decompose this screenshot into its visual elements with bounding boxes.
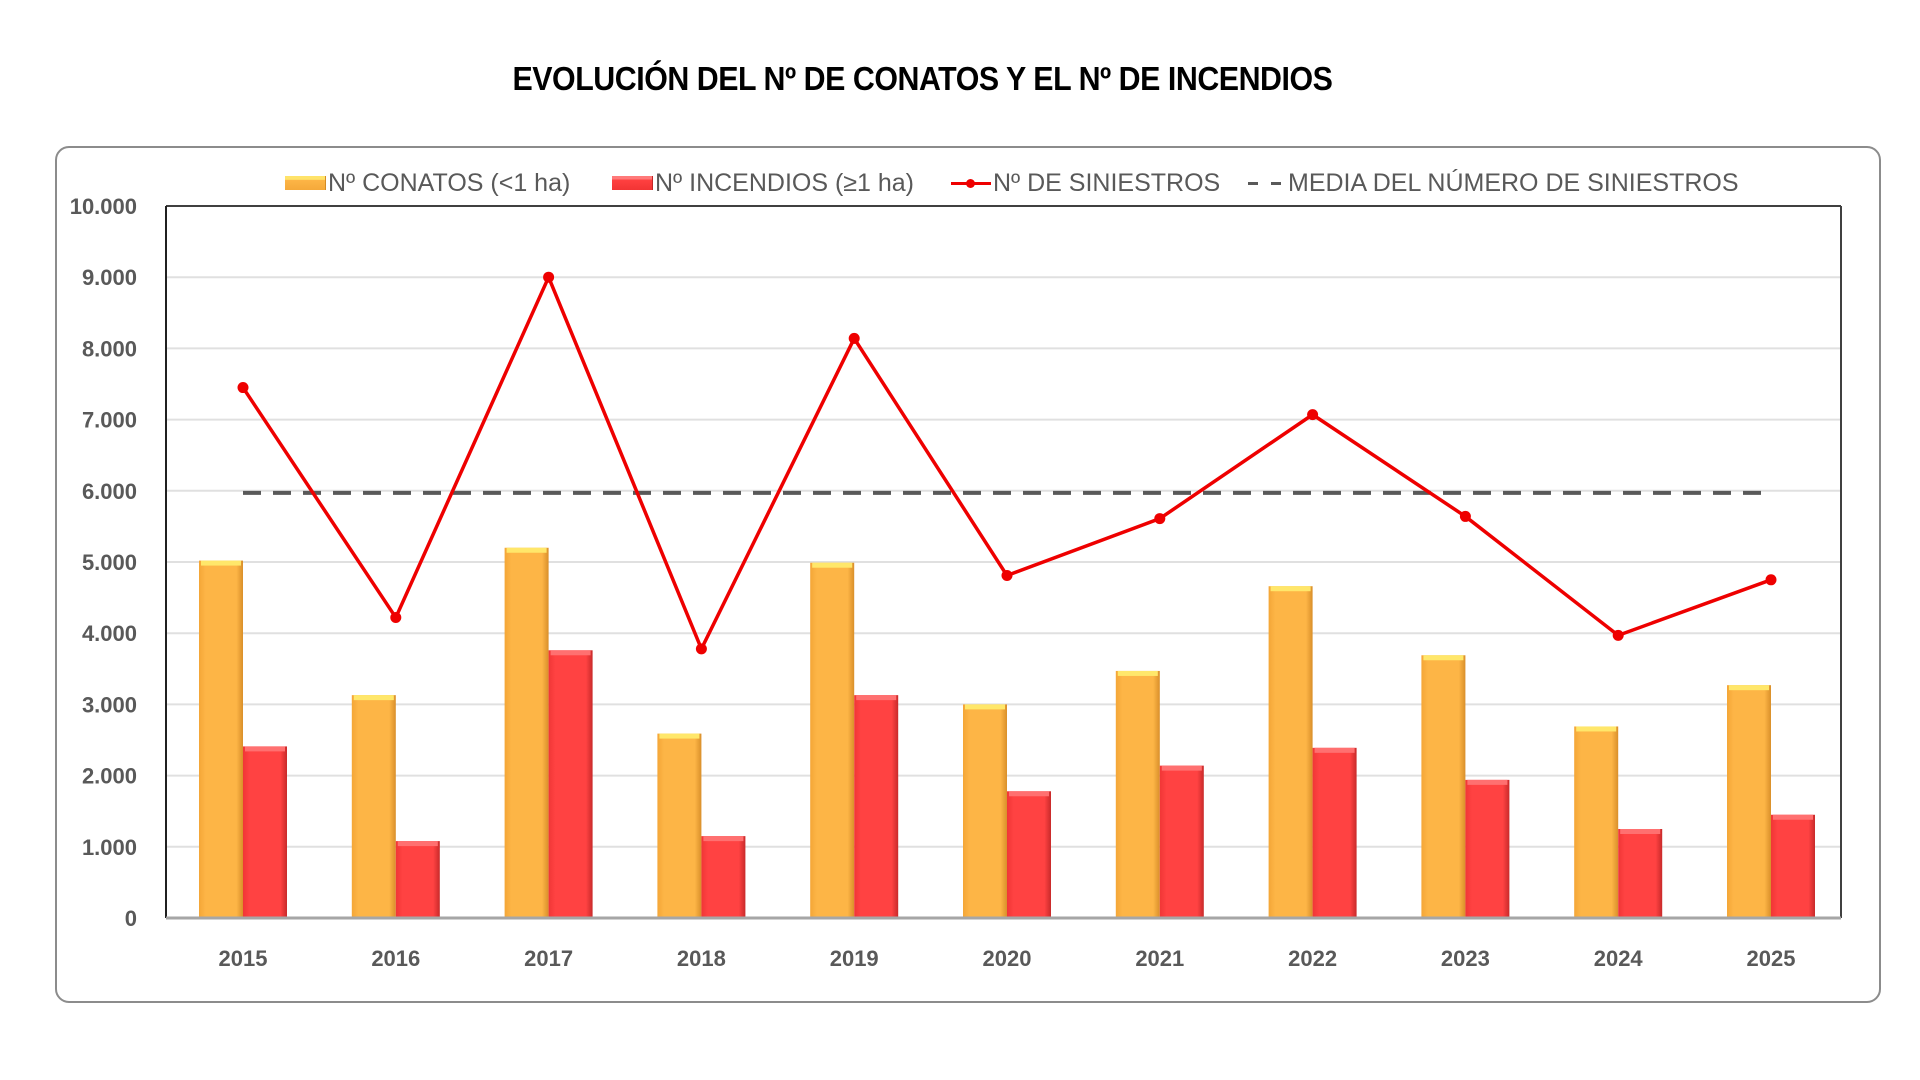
y-tick-label: 7.000 [82,408,137,433]
bar-conatos[interactable] [504,547,549,918]
y-tick-label: 6.000 [82,479,137,504]
siniestros-point[interactable] [390,612,402,624]
bar-conatos[interactable] [1727,685,1771,918]
bar-conatos-top-highlight [965,704,1005,710]
legend-item-incendios[interactable]: Nº INCENDIOS (≥1 ha) [612,166,914,200]
bar-conatos[interactable] [657,733,702,918]
siniestros-point[interactable] [1154,513,1166,525]
siniestros-point[interactable] [1612,629,1624,641]
siniestros-point[interactable] [543,271,555,283]
legend-item-media[interactable]: MEDIA DEL NÚMERO DE SINIESTROS [1246,166,1739,200]
x-tick-label: 2025 [1747,946,1796,971]
chart-frame [55,146,1881,1003]
legend-line-marker-icon [951,176,991,190]
bar-incendios[interactable] [1007,791,1051,918]
y-tick-label: 1.000 [82,835,137,860]
y-tick-label: 4.000 [82,621,137,646]
bar-incendios[interactable] [701,836,746,918]
bar-incendios[interactable] [548,650,593,918]
x-tick-label: 2017 [524,946,573,971]
bar-conatos-top-highlight [1117,670,1158,676]
bar-conatos[interactable] [1421,655,1466,918]
bar-conatos[interactable] [199,560,243,918]
x-tick-label: 2016 [371,946,420,971]
bar-conatos-top-highlight [812,562,853,568]
chart-title: EVOLUCIÓN DEL Nº DE CONATOS Y EL Nº DE I… [512,60,1333,97]
bar-incendios-top-highlight [703,836,744,842]
bar-incendios[interactable] [1618,829,1663,918]
y-tick-label: 9.000 [82,265,137,290]
y-tick-label: 10.000 [70,194,137,219]
bar-incendios-top-highlight [1620,829,1661,834]
bar-incendios-top-highlight [550,650,591,656]
x-tick-label: 2019 [830,946,879,971]
siniestros-point[interactable] [1001,570,1013,582]
bar-incendios[interactable] [854,695,899,918]
bar-conatos[interactable] [810,562,855,918]
bar-incendios-top-highlight [1314,747,1355,753]
bar-incendios-top-highlight [245,746,285,752]
bar-conatos-top-highlight [1576,726,1617,732]
siniestros-point[interactable] [1307,409,1319,421]
bar-incendios[interactable] [1312,747,1357,918]
y-tick-label: 0 [125,906,137,931]
siniestros-point[interactable] [237,382,249,394]
siniestros-point[interactable] [1459,510,1471,522]
y-tick-label: 3.000 [82,692,137,717]
legend-item-siniestros[interactable]: Nº DE SINIESTROS [951,166,1220,200]
bar-incendios-top-highlight [1161,765,1202,771]
bar-conatos-top-highlight [1729,685,1769,691]
bar-incendios-top-highlight [1009,791,1049,797]
x-tick-label: 2020 [983,946,1032,971]
bar-incendios[interactable] [1159,765,1204,918]
bar-incendios[interactable] [1771,814,1815,918]
x-tick-label: 2023 [1441,946,1490,971]
siniestros-point[interactable] [848,332,860,344]
bar-incendios-top-highlight [1467,779,1508,785]
bar-incendios[interactable] [395,841,440,918]
siniestros-point[interactable] [695,643,707,655]
legend-label-incendios: Nº INCENDIOS (≥1 ha) [655,168,915,197]
x-tick-label: 2022 [1288,946,1337,971]
bar-conatos-top-highlight [1423,655,1464,661]
x-tick-label: 2015 [219,946,268,971]
y-tick-label: 8.000 [82,336,137,361]
bar-conatos-top-highlight [506,547,547,553]
siniestros-line[interactable] [241,275,1772,651]
bar-incendios-top-highlight [397,841,438,847]
bar-incendios-top-highlight [856,695,897,701]
x-tick-label: 2024 [1594,946,1644,971]
bar-conatos-top-highlight [1270,586,1311,592]
bar-incendios-top-highlight [1773,814,1813,820]
bar-conatos[interactable] [963,704,1007,918]
y-tick-label: 2.000 [82,764,137,789]
bar-incendios[interactable] [1465,779,1510,918]
x-tick-label: 2018 [677,946,726,971]
bar-conatos[interactable] [1268,586,1313,918]
legend-swatch-conatos [285,176,326,190]
legend-label-media: MEDIA DEL NÚMERO DE SINIESTROS [1288,168,1739,197]
bar-conatos[interactable] [351,695,396,918]
legend: Nº CONATOS (<1 ha) Nº INCENDIOS (≥1 ha) … [0,166,1920,200]
bar-conatos[interactable] [1115,670,1160,918]
legend-label-conatos: Nº CONATOS (<1 ha) [328,168,571,197]
x-tick-label: 2021 [1135,946,1184,971]
y-tick-label: 5.000 [82,550,137,575]
bar-conatos-top-highlight [659,733,700,739]
bar-conatos[interactable] [1574,726,1619,918]
legend-label-siniestros: Nº DE SINIESTROS [993,168,1221,197]
legend-dashed-line-icon [1246,176,1286,190]
siniestros-point[interactable] [1765,574,1777,586]
bar-incendios[interactable] [243,746,287,918]
legend-swatch-incendios [612,176,653,190]
legend-item-conatos[interactable]: Nº CONATOS (<1 ha) [285,166,570,200]
bar-conatos-top-highlight [353,695,394,701]
bar-conatos-top-highlight [201,560,241,566]
